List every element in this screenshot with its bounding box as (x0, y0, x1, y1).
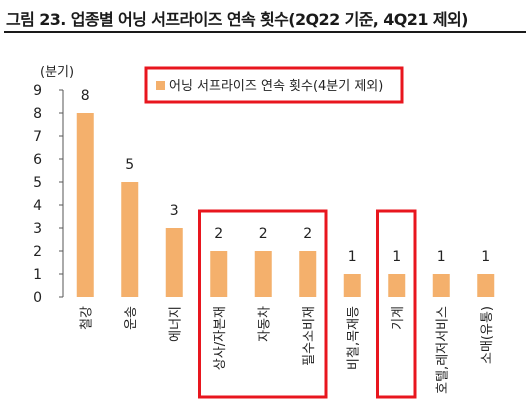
legend-swatch (156, 81, 165, 90)
bar (254, 251, 272, 297)
data-label: 1 (437, 249, 446, 265)
highlight-box (198, 209, 328, 399)
y-tick-label: 1 (33, 267, 42, 283)
y-tick-label: 5 (33, 175, 42, 191)
category-label: 상사/자본재 (213, 306, 228, 370)
y-unit-label: (분기) (40, 65, 74, 80)
highlight-box (376, 209, 417, 399)
highlight-boxes (198, 209, 417, 399)
y-tick-label: 9 (33, 83, 42, 99)
bar (299, 251, 317, 297)
category-label: 기계 (391, 306, 406, 330)
y-tick-label: 8 (33, 106, 42, 122)
data-label: 2 (303, 226, 312, 242)
category-label: 에너지 (168, 306, 183, 342)
data-label: 2 (214, 226, 223, 242)
bar (477, 274, 495, 297)
bar (210, 251, 228, 297)
bar (121, 182, 139, 297)
category-label: 필수소비재 (302, 306, 317, 366)
category-label: 소매(유통) (480, 306, 495, 364)
bar (165, 228, 183, 297)
axes: 0 1 2 3 4 5 6 7 8 9 (33, 83, 64, 306)
data-label: 2 (259, 226, 268, 242)
bar (76, 113, 94, 297)
y-tick-label: 0 (33, 290, 42, 306)
bar (343, 274, 361, 297)
y-tick-label: 2 (33, 244, 42, 260)
y-tick-label: 4 (33, 198, 42, 214)
category-label: 운송 (124, 306, 139, 330)
category-label: 철강 (79, 306, 94, 330)
data-label: 1 (392, 249, 401, 265)
legend-label: 어닝 서프라이즈 연속 횟수(4분기 제외) (169, 79, 383, 94)
bars: 8 철강 5 운송 3 에너지 2 상사/자본재 2 자동차 2 필수소비재 1 비철,목재등 1 기계 1 호텔… (76, 88, 495, 394)
category-label: 자동차 (257, 306, 272, 342)
data-label: 3 (170, 203, 179, 219)
title-underline (4, 31, 526, 33)
y-tick-label: 6 (33, 152, 42, 168)
data-label: 1 (348, 249, 357, 265)
category-label: 비철,목재등 (346, 306, 361, 370)
category-label: 호텔,레저서비스 (435, 306, 450, 394)
y-tick-label: 3 (33, 221, 42, 237)
data-label: 1 (481, 249, 490, 265)
bar (432, 274, 450, 297)
bar (388, 274, 406, 297)
data-label: 5 (125, 157, 134, 173)
chart-title: 그림 23. 업종별 어닝 서프라이즈 연속 횟수(2Q22 기준, 4Q21 … (6, 10, 468, 29)
legend: 어닝 서프라이즈 연속 횟수(4분기 제외) (144, 66, 404, 104)
legend-highlight-box (144, 66, 404, 104)
y-tick-label: 7 (33, 129, 42, 145)
data-label: 8 (81, 88, 90, 104)
